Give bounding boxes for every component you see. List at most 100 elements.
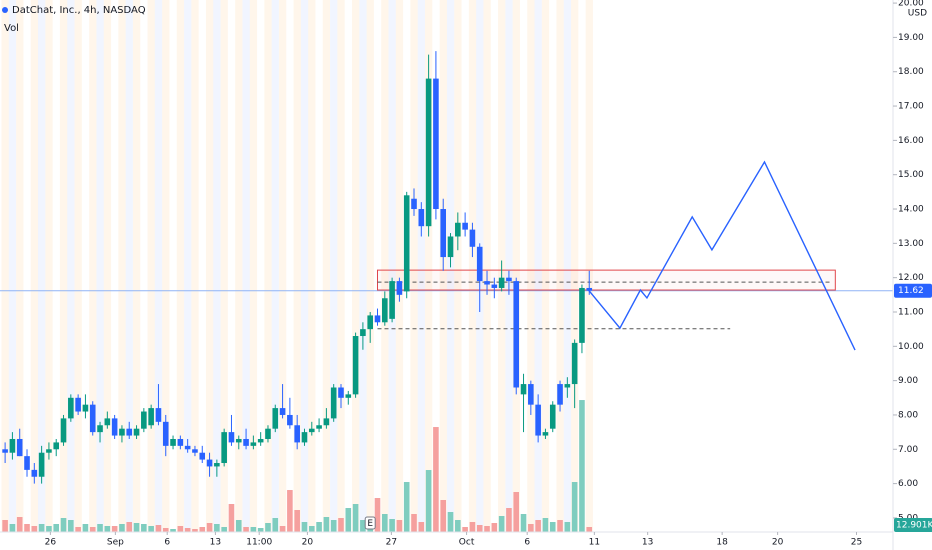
candle-body [513,281,520,388]
x-tick-label: Oct [459,538,475,548]
session-stripe [563,0,572,532]
session-stripe [322,0,331,532]
y-tick-label: 13.00 [898,239,924,249]
volume-bar [294,510,300,532]
candle-body [221,432,227,464]
volume-bar [206,523,213,532]
session-stripe [59,0,68,532]
volume-bar [338,518,344,532]
candle-body [403,195,410,292]
volume-bar [323,517,330,532]
x-tick-label: 13 [210,538,221,548]
volume-bar [89,527,96,532]
session-stripe [74,0,82,532]
candle-body [111,418,118,436]
candle-body [462,222,468,230]
session-stripe [395,0,404,532]
candle-body [126,428,133,436]
volume-bar [440,500,447,532]
candle-body [506,277,512,282]
volume-bar [250,527,257,532]
candle-body [31,469,38,477]
candle-body [155,408,162,422]
volume-bar [579,400,585,532]
volume-bar [111,526,118,532]
volume-bar [542,518,549,532]
session-stripe [220,0,228,532]
volume-bar [345,508,352,532]
candle-body [476,246,483,282]
candle-body [228,432,235,443]
candle-body [104,418,111,426]
volume-bar [513,492,520,532]
session-stripe [300,0,309,532]
session-stripe [45,0,53,532]
candle-body [382,298,388,323]
candle-body [316,425,322,429]
y-tick-label: 15.00 [898,170,924,180]
candle-body [447,236,454,258]
x-tick-label: 6 [524,538,530,548]
volume-bar [192,529,198,532]
candle-body [374,315,381,323]
candle-body [9,438,16,453]
volume-bar [360,520,366,532]
volume-bar [38,524,45,532]
volume-bar [235,520,242,532]
candle-body [549,404,556,429]
volume-bar [287,490,293,532]
volume-bar [411,514,417,532]
candle-body [330,387,337,419]
session-stripe [366,0,374,532]
y-tick-label: 6.00 [898,479,918,489]
candle-body [235,438,242,443]
volume-bar [82,524,89,532]
session-stripe [1,0,9,532]
session-stripe [359,0,367,532]
session-stripe [556,0,564,532]
candle-body [243,438,249,446]
volume-bar [184,528,191,532]
volume-bar [506,508,512,532]
session-stripe [89,0,97,532]
volume-bar [447,512,454,532]
candle-body [520,384,527,395]
volume-bar [571,482,578,532]
volume-bar [60,518,67,532]
candle-body [177,438,184,446]
candle-body [455,222,461,237]
candle-body [535,404,541,436]
volume-bar [16,517,23,532]
last-price-tag [894,283,932,298]
candle-body [571,342,578,385]
y-tick-label: 7.00 [898,445,918,455]
candle-body [192,449,198,453]
candle-body [257,438,264,443]
volume-bar [133,523,140,532]
session-stripe [118,0,126,532]
x-tick-label: 27 [386,538,397,548]
session-stripe [351,0,360,532]
candle-body [89,404,96,433]
candle-body [411,198,417,210]
session-stripe [330,0,338,532]
session-stripe [38,0,46,532]
candle-body [294,425,300,443]
volume-bar [257,528,264,532]
candle-body [360,329,366,337]
candle-body [16,438,23,457]
candle-body [38,452,45,477]
volume-bar [403,482,410,532]
volume-bar [9,524,16,532]
session-stripe [308,0,316,532]
session-stripe [184,0,192,532]
candle-body [367,315,373,330]
session-stripe [512,0,520,532]
candle-body [469,229,476,247]
candle-body [338,387,344,398]
volume-bar [528,524,534,532]
volume-bar [498,516,505,532]
y-tick-label: 8.00 [898,410,918,420]
volume-bar [586,527,593,532]
